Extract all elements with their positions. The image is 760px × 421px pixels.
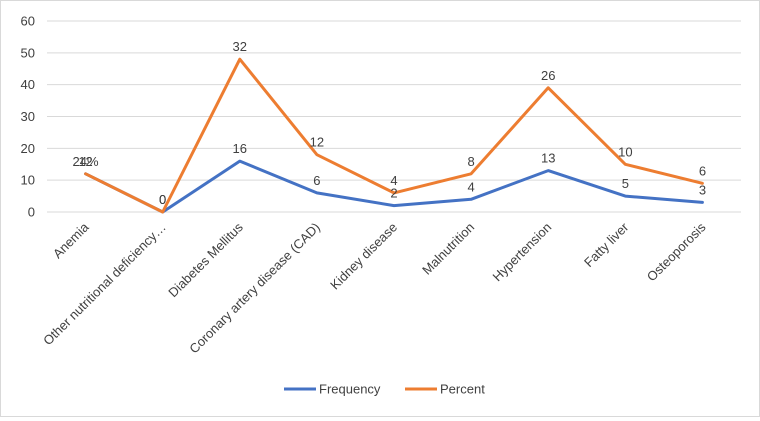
series-line-percent	[84, 57, 704, 214]
x-tick-label: Diabetes Mellitus	[165, 219, 246, 300]
data-label-frequency: 5	[622, 176, 629, 191]
legend-label-frequency: Frequency	[319, 382, 381, 397]
data-label-percent: 26	[541, 68, 555, 83]
x-tick-label: Kidney disease	[327, 220, 400, 293]
data-label-frequency: 12	[78, 154, 92, 169]
x-tick-label: Osteoporosis	[644, 219, 709, 284]
data-label-percent: 12	[310, 135, 324, 150]
legend-label-percent: Percent	[440, 382, 485, 397]
legend: Frequency Percent	[284, 382, 485, 397]
x-tick-label: Anemia	[50, 219, 92, 261]
y-axis-ticks: 0 10 20 30 40 50 60	[21, 14, 35, 220]
data-label-frequency: 4	[467, 179, 474, 194]
data-label-percent: 6	[699, 163, 706, 178]
x-tick-label: Malnutrition	[419, 220, 477, 278]
data-label-percent: 8	[467, 154, 474, 169]
x-tick-label: Coronary artery disease (CAD)	[186, 220, 323, 357]
data-label-percent: 32	[233, 39, 247, 54]
y-tick-label: 30	[21, 109, 35, 124]
data-label-frequency: 2	[390, 186, 397, 201]
gridlines	[47, 20, 741, 181]
y-tick-label: 0	[28, 205, 35, 220]
data-label-frequency: 6	[313, 173, 320, 188]
data-label-frequency: 16	[233, 141, 247, 156]
x-tick-label: Hypertension	[490, 220, 555, 285]
data-label-frequency: 3	[699, 182, 706, 197]
series-line-frequency	[84, 159, 704, 214]
x-tick-label: Other nutritional deficiency…	[40, 220, 169, 349]
data-label-percent: 0	[159, 192, 166, 207]
x-tick-label: Fatty liver	[581, 219, 632, 270]
data-label-percent: 24%	[73, 154, 99, 169]
y-tick-label: 50	[21, 45, 35, 60]
y-tick-label: 20	[21, 141, 35, 156]
series-lines	[84, 57, 704, 214]
data-label-percent: 4	[390, 173, 397, 188]
data-label-percent: 10	[618, 144, 632, 159]
y-tick-label: 10	[21, 173, 35, 188]
data-label-frequency: 0	[159, 192, 166, 207]
y-tick-label: 40	[21, 77, 35, 92]
y-tick-label: 60	[21, 14, 35, 29]
data-label-frequency: 13	[541, 151, 555, 166]
